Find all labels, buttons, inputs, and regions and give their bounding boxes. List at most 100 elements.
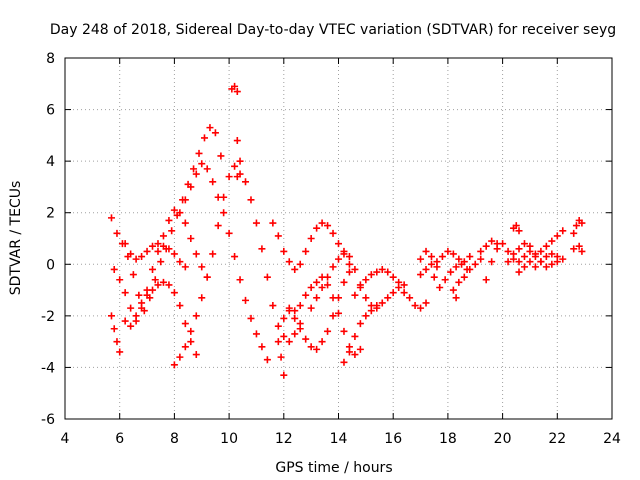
data-point — [159, 232, 167, 240]
data-point — [198, 160, 206, 168]
data-point — [537, 247, 545, 255]
data-point — [329, 263, 337, 271]
data-point — [192, 351, 200, 359]
data-point — [190, 165, 198, 173]
y-axis-label: SDTVAR / TECUs — [8, 181, 24, 296]
data-point — [318, 338, 326, 346]
data-point — [531, 253, 539, 261]
grid — [65, 58, 612, 419]
data-point — [444, 247, 452, 255]
data-point — [258, 245, 266, 253]
series-sat-ab — [477, 237, 501, 255]
data-point — [302, 291, 310, 299]
data-point — [362, 276, 370, 284]
data-point — [329, 229, 337, 237]
data-point — [417, 255, 425, 263]
data-point — [214, 222, 222, 230]
data-point — [127, 304, 135, 312]
data-point — [572, 222, 580, 230]
data-point — [170, 206, 178, 214]
data-point — [233, 88, 241, 96]
data-point — [263, 356, 271, 364]
x-tick-label: 6 — [115, 431, 124, 447]
y-tick-label: 8 — [46, 51, 55, 67]
data-point — [531, 263, 539, 271]
data-point — [127, 250, 135, 258]
data-point — [307, 235, 315, 242]
data-point — [553, 253, 561, 261]
data-point — [277, 353, 285, 361]
data-point — [378, 265, 386, 273]
data-point — [460, 273, 468, 281]
data-point — [291, 265, 299, 273]
data-point — [274, 338, 282, 346]
data-point — [433, 263, 441, 271]
data-point — [504, 258, 512, 266]
data-point — [242, 296, 250, 304]
data-point — [192, 170, 200, 178]
data-point — [247, 196, 255, 204]
data-point — [209, 250, 217, 258]
data-point — [400, 281, 408, 289]
data-point — [406, 294, 414, 302]
data-point — [176, 258, 184, 266]
data-point — [537, 258, 545, 266]
data-point — [313, 345, 321, 353]
chart-title: Day 248 of 2018, Sidereal Day-to-day VTE… — [50, 22, 616, 38]
data-point — [121, 317, 129, 325]
data-point — [526, 258, 534, 266]
data-point — [154, 240, 162, 248]
data-point — [367, 307, 375, 315]
data-point — [351, 291, 359, 299]
data-point — [187, 327, 195, 335]
series-sat-c — [107, 312, 124, 356]
data-point — [170, 250, 178, 258]
data-point — [252, 330, 260, 338]
data-point — [345, 260, 353, 268]
series-sat-o — [340, 281, 408, 366]
data-point — [455, 278, 463, 286]
data-point — [165, 281, 173, 289]
data-point — [181, 196, 189, 204]
data-point — [515, 258, 523, 266]
data-point — [345, 348, 353, 356]
data-point — [280, 332, 288, 340]
data-point — [231, 162, 239, 170]
series-sat-u — [449, 255, 485, 302]
data-point — [203, 273, 211, 281]
data-point — [170, 361, 178, 369]
data-point — [335, 309, 342, 317]
series-sat-y — [510, 222, 523, 235]
y-tick-label: 2 — [46, 206, 55, 222]
y-tick-label: -2 — [41, 309, 55, 325]
data-point — [345, 253, 353, 261]
series-sat-t — [417, 260, 441, 279]
data-point — [570, 229, 578, 237]
data-point — [447, 268, 455, 276]
data-point — [231, 82, 239, 90]
data-point — [252, 219, 260, 227]
data-point — [441, 276, 449, 284]
data-point — [455, 255, 463, 263]
data-point — [285, 338, 293, 346]
data-point — [356, 320, 364, 328]
data-point — [362, 312, 370, 320]
data-point — [143, 291, 151, 299]
data-point — [510, 250, 518, 258]
series-sat-q — [400, 289, 430, 312]
data-point — [236, 276, 244, 284]
data-point — [116, 348, 124, 356]
data-point — [110, 325, 118, 333]
data-point — [307, 304, 315, 312]
data-point — [192, 250, 200, 258]
data-point — [335, 255, 342, 263]
data-point — [340, 278, 348, 286]
data-point — [285, 307, 293, 315]
data-point — [373, 268, 381, 276]
data-point — [198, 263, 206, 271]
series-sat-d — [121, 278, 200, 359]
x-tick-label: 18 — [439, 431, 457, 447]
data-point — [520, 253, 528, 261]
data-point — [520, 240, 528, 248]
data-point — [116, 276, 124, 284]
